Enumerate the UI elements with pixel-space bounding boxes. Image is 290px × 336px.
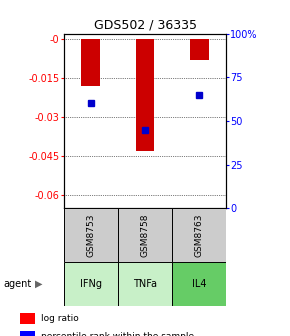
FancyBboxPatch shape <box>64 262 118 306</box>
Text: log ratio: log ratio <box>41 314 79 323</box>
Text: agent: agent <box>3 279 31 289</box>
FancyBboxPatch shape <box>64 208 118 262</box>
FancyBboxPatch shape <box>118 208 172 262</box>
Text: IL4: IL4 <box>192 279 206 289</box>
Title: GDS502 / 36335: GDS502 / 36335 <box>93 18 197 31</box>
Text: GSM8763: GSM8763 <box>195 213 204 257</box>
Text: ▶: ▶ <box>35 279 42 289</box>
Text: percentile rank within the sample: percentile rank within the sample <box>41 332 194 336</box>
Bar <box>81 39 100 86</box>
Bar <box>190 39 209 60</box>
Bar <box>135 39 155 151</box>
FancyBboxPatch shape <box>172 262 226 306</box>
Text: TNFa: TNFa <box>133 279 157 289</box>
Text: GSM8758: GSM8758 <box>140 213 150 257</box>
Bar <box>20 331 35 336</box>
Text: IFNg: IFNg <box>80 279 102 289</box>
Text: GSM8753: GSM8753 <box>86 213 95 257</box>
Bar <box>20 313 35 324</box>
FancyBboxPatch shape <box>172 208 226 262</box>
FancyBboxPatch shape <box>118 262 172 306</box>
